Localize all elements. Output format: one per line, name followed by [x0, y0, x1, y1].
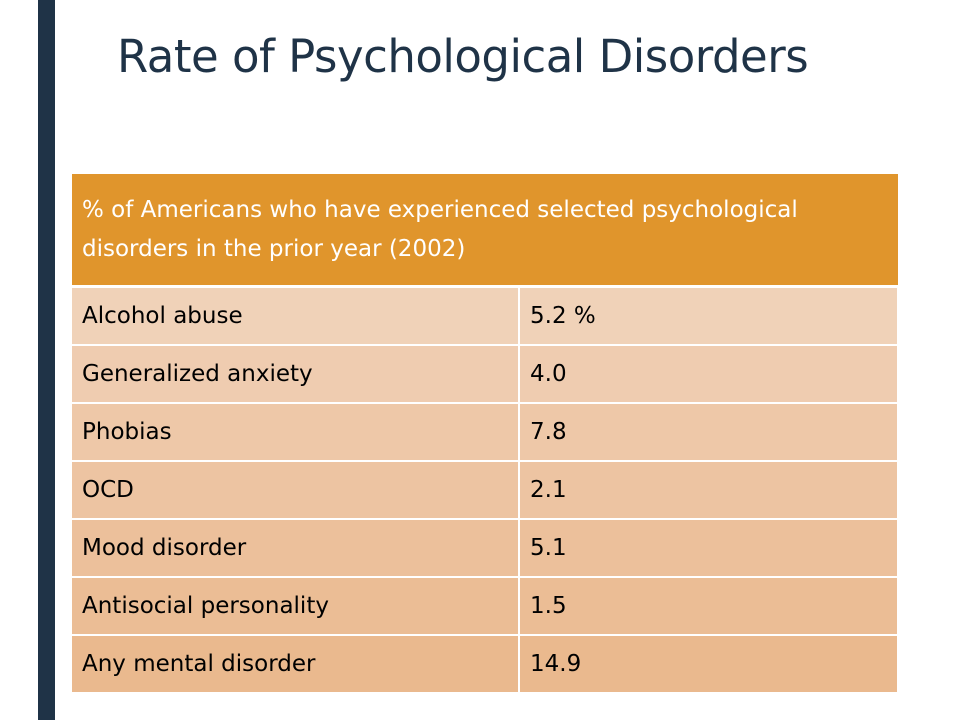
disorder-rate: 7.8	[519, 403, 899, 462]
disorder-name: Any mental disorder	[72, 635, 520, 694]
disorder-rate: 4.0	[519, 345, 899, 404]
table-row: OCD 2.1	[72, 461, 899, 520]
disorder-name: Mood disorder	[72, 519, 520, 578]
disorders-table: % of Americans who have experienced sele…	[72, 174, 899, 694]
disorder-rate: 2.1	[519, 461, 899, 520]
disorder-name: OCD	[72, 461, 520, 520]
disorder-name: Alcohol abuse	[72, 286, 520, 346]
disorder-name: Phobias	[72, 403, 520, 462]
slide-title: Rate of Psychological Disorders	[117, 30, 809, 83]
table-header: % of Americans who have experienced sele…	[72, 174, 898, 288]
accent-bar	[38, 0, 55, 720]
table-row: Generalized anxiety 4.0	[72, 345, 899, 404]
disorder-rate: 5.2 %	[519, 286, 899, 346]
disorder-name: Antisocial personality	[72, 577, 520, 636]
disorder-rate: 14.9	[519, 635, 899, 694]
disorder-name: Generalized anxiety	[72, 345, 520, 404]
disorder-rate: 1.5	[519, 577, 899, 636]
table-row: Mood disorder 5.1	[72, 519, 899, 578]
table-row: Phobias 7.8	[72, 403, 899, 462]
disorder-rate: 5.1	[519, 519, 899, 578]
table-row: Alcohol abuse 5.2 %	[72, 286, 899, 346]
table-header-row: % of Americans who have experienced sele…	[72, 174, 898, 288]
table-row: Any mental disorder 14.9	[72, 635, 899, 694]
table-row: Antisocial personality 1.5	[72, 577, 899, 636]
